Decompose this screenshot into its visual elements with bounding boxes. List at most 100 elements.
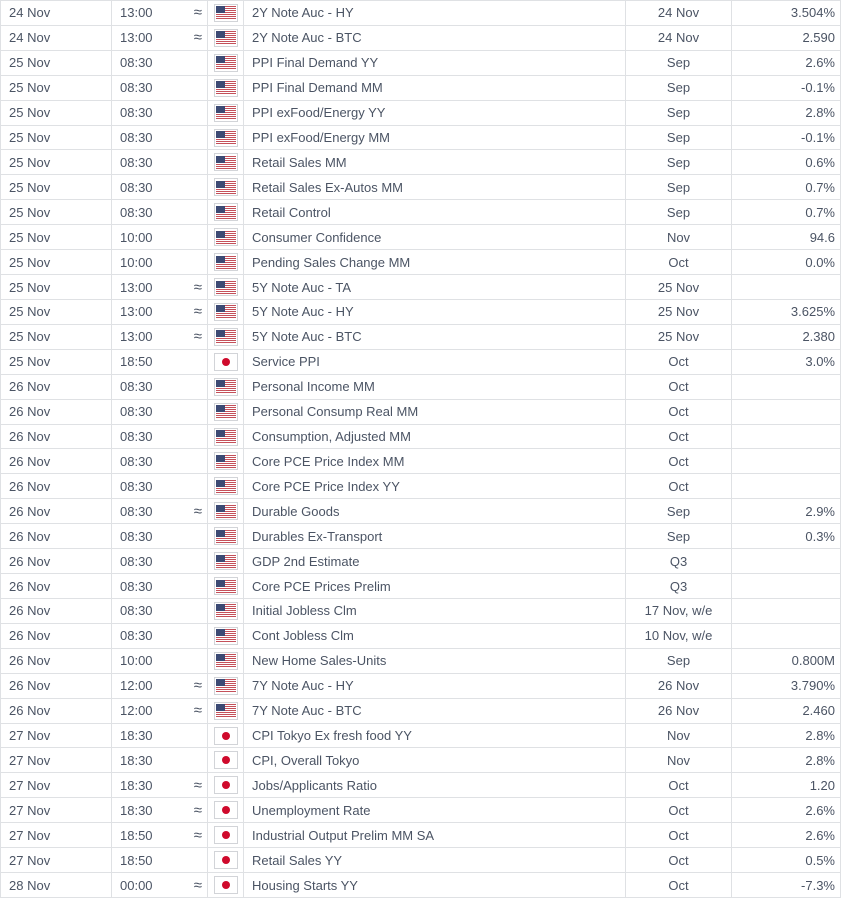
calendar-row[interactable]: 25 Nov 08:30 Retail Sales MM Sep 0.6% [1, 150, 840, 176]
event-name-cell: Pending Sales Change MM [244, 250, 626, 275]
us-flag-canton [215, 604, 225, 612]
approx-icon: ≈ [193, 303, 202, 321]
calendar-row[interactable]: 27 Nov 18:30 CPI Tokyo Ex fresh food YY Nov… [1, 723, 840, 749]
event-name-cell: 2Y Note Auc - BTC [244, 25, 626, 50]
us-flag-icon [213, 228, 238, 247]
date-cell: 24 Nov [1, 25, 112, 50]
calendar-row[interactable]: 26 Nov 08:30 Core PCE Price Index YY Oct [1, 474, 840, 500]
us-flag-icon [213, 278, 238, 297]
value-cell: 0.0% [805, 254, 835, 270]
calendar-row[interactable]: 24 Nov 13:00 ≈2Y Note Auc - BTC 24 Nov 2.590 [1, 25, 840, 51]
calendar-row[interactable]: 25 Nov 13:00 ≈5Y Note Auc - BTC 25 Nov 2.380 [1, 324, 840, 350]
event-name-cell: Cont Jobless Clm [244, 623, 626, 648]
calendar-row[interactable]: 27 Nov 18:50 Retail Sales YY Oct 0.5% [1, 848, 840, 874]
event-name-cell: Unemployment Rate [244, 798, 626, 823]
calendar-row[interactable]: 26 Nov 12:00 ≈7Y Note Auc - BTC 26 Nov 2.460 [1, 698, 840, 724]
value-cell [732, 574, 840, 598]
time-cell: 08:30 [112, 574, 208, 598]
japan-flag-sun [221, 357, 230, 366]
period-cell: 25 Nov [626, 275, 732, 299]
us-flag-canton [215, 131, 225, 139]
us-flag-canton [215, 504, 225, 512]
event-name-cell: 2Y Note Auc - HY [244, 1, 626, 25]
calendar-row[interactable]: 26 Nov 08:30 Consumption, Adjusted MM Oct [1, 424, 840, 450]
calendar-row[interactable]: 25 Nov 13:00 ≈5Y Note Auc - TA 25 Nov [1, 275, 840, 300]
approx-icon: ≈ [193, 4, 202, 22]
calendar-row[interactable]: 25 Nov 10:00 Consumer Confidence Nov 94.6 [1, 225, 840, 251]
calendar-row[interactable]: 26 Nov 12:00 ≈7Y Note Auc - HY 26 Nov 3.790% [1, 673, 840, 699]
period-cell: Sep [626, 200, 732, 225]
time-cell: 08:30 [112, 100, 208, 125]
calendar-row[interactable]: 25 Nov 08:30 PPI Final Demand YY Sep 2.6% [1, 50, 840, 76]
date-cell: 25 Nov [1, 275, 112, 299]
country-flag-cell [208, 1, 244, 25]
event-name-cell: CPI Tokyo Ex fresh food YY [244, 723, 626, 748]
country-flag-cell [208, 848, 244, 873]
us-flag-icon [213, 377, 238, 396]
country-flag-cell [208, 150, 244, 175]
us-flag-icon [213, 28, 238, 47]
calendar-row[interactable]: 26 Nov 08:30 Personal Income MM Oct [1, 374, 840, 400]
calendar-row[interactable]: 26 Nov 08:30 Initial Jobless Clm 17 Nov, w/… [1, 598, 840, 624]
calendar-row[interactable]: 27 Nov 18:30 ≈ Jobs/Applicants Ratio Oct 1.20 [1, 773, 840, 799]
event-name-cell: Core PCE Price Index YY [244, 474, 626, 499]
us-flag-stripes [215, 704, 236, 718]
us-flag-stripes [215, 106, 236, 120]
calendar-row[interactable]: 27 Nov 18:30 ≈ Unemployment Rate Oct 2.6% [1, 798, 840, 824]
calendar-row[interactable]: 25 Nov 10:00 Pending Sales Change MM Oct 0.0… [1, 250, 840, 276]
calendar-row[interactable]: 25 Nov 13:00 ≈5Y Note Auc - HY 25 Nov 3.625% [1, 299, 840, 325]
date-cell: 26 Nov [1, 623, 112, 648]
japan-flag-sun [221, 731, 230, 740]
calendar-row[interactable]: 27 Nov 18:50 ≈ Industrial Output Prelim MM … [1, 823, 840, 849]
calendar-row[interactable]: 25 Nov 08:30 PPI exFood/Energy YY Sep 2.8% [1, 100, 840, 126]
us-flag-icon [213, 601, 238, 620]
value-cell: 3.0% [805, 354, 835, 370]
value-cell: 2.8% [805, 105, 835, 121]
time-label: 08:30 [120, 80, 153, 96]
calendar-row[interactable]: 25 Nov 08:30 PPI Final Demand MM Sep -0.1% [1, 75, 840, 101]
country-flag-cell [208, 798, 244, 823]
date-cell: 26 Nov [1, 574, 112, 598]
calendar-row[interactable]: 26 Nov 08:30 Core PCE Price Index MM Oct [1, 449, 840, 475]
time-label: 18:50 [120, 852, 153, 868]
calendar-row[interactable]: 25 Nov 08:30 Retail Sales Ex-Autos MM Sep 0.… [1, 175, 840, 201]
approx-icon: ≈ [193, 702, 202, 720]
time-label: 08:30 [120, 55, 153, 71]
calendar-row[interactable]: 26 Nov 08:30 Durables Ex-Transport Sep 0.3% [1, 524, 840, 550]
calendar-row[interactable]: 26 Nov 08:30 GDP 2nd Estimate Q3 [1, 549, 840, 575]
date-cell: 26 Nov [1, 424, 112, 449]
us-flag-canton [215, 106, 225, 114]
date-cell: 24 Nov [1, 1, 112, 25]
us-flag-stripes [215, 430, 236, 444]
time-cell: 18:30 [112, 723, 208, 748]
calendar-row[interactable]: 25 Nov 18:50 Service PPI Oct 3.0% [1, 349, 840, 375]
us-flag-stripes [215, 131, 236, 145]
calendar-row[interactable]: 25 Nov 08:30 PPI exFood/Energy MM Sep -0.1% [1, 125, 840, 151]
country-flag-cell [208, 449, 244, 474]
calendar-row[interactable]: 26 Nov 10:00 New Home Sales-Units Sep 0.800M [1, 648, 840, 674]
time-cell: 13:00 ≈ [112, 324, 208, 349]
calendar-row[interactable]: 27 Nov 18:30 CPI, Overall Tokyo Nov 2.8% [1, 748, 840, 774]
value-cell [732, 400, 840, 424]
calendar-row[interactable]: 28 Nov 00:00 ≈ Housing Starts YY Oct -7.3% [1, 873, 840, 898]
calendar-row[interactable]: 24 Nov 13:00 ≈2Y Note Auc - HY 24 Nov 3.504% [1, 1, 840, 26]
event-name-cell: 5Y Note Auc - HY [244, 299, 626, 324]
time-cell: 08:30 [112, 424, 208, 449]
calendar-row[interactable]: 26 Nov 08:30 Cont Jobless Clm 10 Nov, w/e [1, 623, 840, 649]
calendar-row[interactable]: 26 Nov 08:30 ≈ Durable Goods Sep 2.9% [1, 499, 840, 525]
time-label: 13:00 [120, 329, 153, 345]
date-cell: 25 Nov [1, 250, 112, 275]
calendar-row[interactable]: 26 Nov 08:30 Core PCE Prices Prelim Q3 [1, 574, 840, 599]
country-flag-cell [208, 125, 244, 150]
time-cell: 08:30 [112, 549, 208, 574]
date-cell: 27 Nov [1, 748, 112, 773]
country-flag-cell [208, 574, 244, 598]
value-cell: 2.590 [802, 30, 835, 46]
us-flag-canton [215, 579, 225, 587]
date-cell: 27 Nov [1, 773, 112, 798]
us-flag-canton [215, 454, 225, 462]
calendar-row[interactable]: 26 Nov 08:30 Personal Consump Real MM Oct [1, 399, 840, 425]
time-label: 08:30 [120, 603, 153, 619]
value-cell: -7.3% [801, 877, 835, 893]
calendar-row[interactable]: 25 Nov 08:30 Retail Control Sep 0.7% [1, 200, 840, 226]
